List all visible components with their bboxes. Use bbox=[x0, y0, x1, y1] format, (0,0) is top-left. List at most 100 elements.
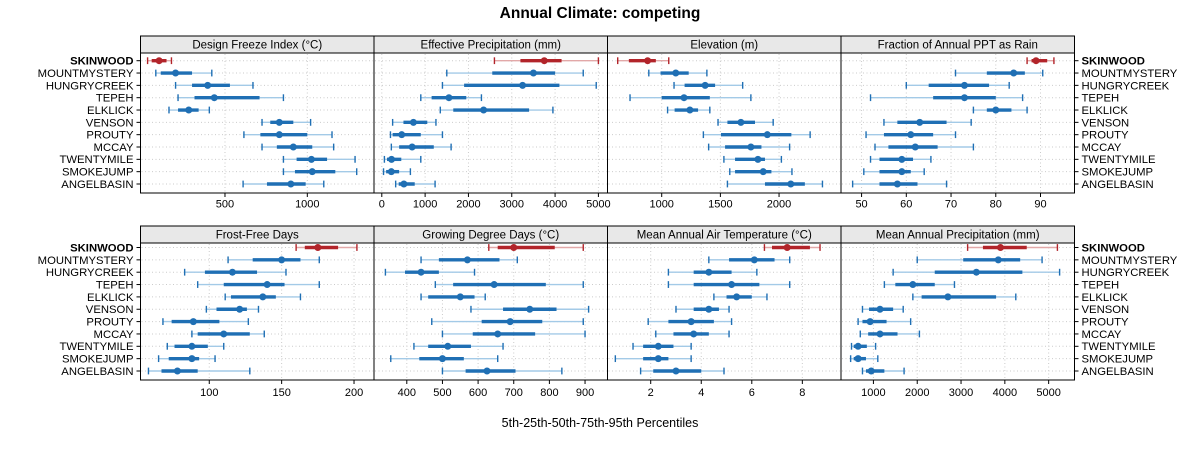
series-hungrycreek bbox=[183, 268, 287, 276]
median-dot bbox=[308, 168, 316, 176]
station-label-left: ELKLICK bbox=[87, 292, 134, 304]
x-tick-label: 800 bbox=[540, 387, 558, 399]
median-dot bbox=[960, 81, 968, 89]
station-label-left: VENSON bbox=[86, 304, 134, 316]
series-angelbasin bbox=[441, 367, 563, 375]
series-mountmystery bbox=[227, 256, 320, 264]
median-dot bbox=[275, 118, 283, 126]
series-smokejump bbox=[382, 168, 412, 176]
median-dot bbox=[400, 180, 408, 188]
median-dot bbox=[275, 131, 283, 139]
series-hungrycreek bbox=[174, 81, 254, 89]
median-dot bbox=[992, 106, 1000, 114]
median-dot bbox=[687, 318, 695, 326]
x-tick-label: 5000 bbox=[586, 199, 610, 211]
station-label-right: ANGELBASIN bbox=[1082, 179, 1154, 191]
chart-title: Annual Climate: competing bbox=[499, 5, 701, 22]
median-dot bbox=[680, 94, 688, 102]
series-elklick bbox=[713, 293, 768, 301]
panel-header-label: Elevation (m) bbox=[690, 40, 758, 52]
median-dot bbox=[787, 180, 795, 188]
station-label-left: ELKLICK bbox=[87, 105, 134, 117]
x-tick-label: 3000 bbox=[500, 199, 524, 211]
panel-header-label: Mean Annual Precipitation (mm) bbox=[876, 230, 1040, 242]
x-tick-label: 4000 bbox=[543, 199, 567, 211]
median-dot bbox=[759, 168, 767, 176]
median-dot bbox=[409, 118, 417, 126]
station-label-left: TEPEH bbox=[96, 93, 134, 105]
panel-elevation-m: 1000 1500 2000 Elevation (m) bbox=[607, 35, 842, 211]
station-label-left: MOUNTMYSTERY bbox=[38, 68, 134, 80]
series-mountmystery bbox=[954, 69, 1044, 77]
panel-frost-free-days: 100 150 200 Frost-Free Days bbox=[140, 225, 375, 399]
median-dot bbox=[236, 305, 244, 313]
median-dot bbox=[483, 367, 491, 375]
x-tick-label: 4000 bbox=[993, 387, 1017, 399]
station-label-right: TEPEH bbox=[1082, 93, 1120, 105]
median-dot bbox=[672, 69, 680, 77]
median-dot bbox=[705, 305, 713, 313]
median-dot bbox=[287, 180, 295, 188]
median-dot bbox=[996, 244, 1004, 251]
median-dot bbox=[463, 256, 471, 264]
x-tick-label: 900 bbox=[576, 387, 594, 399]
series-skinwood bbox=[493, 57, 600, 65]
x-tick-label: 60 bbox=[900, 199, 912, 211]
series-venson bbox=[883, 118, 972, 126]
series-venson bbox=[861, 305, 904, 313]
series-smokejump bbox=[282, 168, 358, 176]
x-tick-label: 1000 bbox=[861, 387, 885, 399]
series-elklick bbox=[420, 293, 486, 301]
series-smokejump bbox=[157, 355, 216, 363]
x-tick-label: 2 bbox=[648, 387, 654, 399]
median-dot bbox=[456, 293, 464, 301]
median-dot bbox=[994, 256, 1002, 264]
median-dot bbox=[705, 268, 713, 276]
series-angelbasin bbox=[242, 180, 325, 188]
median-dot bbox=[204, 81, 212, 89]
station-label-left: MOUNTMYSTERY bbox=[38, 255, 134, 267]
median-dot bbox=[854, 355, 862, 363]
median-dot bbox=[519, 81, 527, 89]
panel-design-freeze-index-c: 500 1000 Design Freeze Index (°C) bbox=[140, 35, 375, 211]
series-angelbasin bbox=[851, 180, 948, 188]
station-label-left: PROUTY bbox=[86, 317, 134, 329]
median-dot bbox=[445, 94, 453, 102]
series-skinwood bbox=[146, 57, 173, 65]
series-mccay bbox=[874, 143, 975, 151]
series-angelbasin bbox=[726, 180, 824, 188]
series-hungrycreek bbox=[905, 81, 1010, 89]
x-tick-label: 90 bbox=[1034, 199, 1046, 211]
median-dot bbox=[690, 330, 698, 338]
station-label-left: SMOKEJUMP bbox=[62, 354, 134, 366]
series-elklick bbox=[168, 106, 211, 114]
station-label-left: PROUTY bbox=[86, 130, 134, 142]
series-prouty bbox=[243, 131, 333, 139]
series-smokejump bbox=[849, 355, 879, 363]
series-twentymile bbox=[413, 342, 504, 350]
panel-header-label: Design Freeze Index (°C) bbox=[192, 40, 322, 52]
median-dot bbox=[898, 168, 906, 176]
median-dot bbox=[188, 342, 196, 350]
x-tick-label: 6 bbox=[749, 387, 755, 399]
median-dot bbox=[644, 57, 652, 65]
median-dot bbox=[701, 81, 709, 89]
series-mountmystery bbox=[446, 69, 584, 77]
series-prouty bbox=[389, 131, 444, 139]
series-tepeh bbox=[883, 281, 956, 289]
median-dot bbox=[220, 330, 228, 338]
series-hungrycreek bbox=[673, 81, 744, 89]
series-angelbasin bbox=[394, 180, 436, 188]
panel-mean-annual-air-temperature-c: 2 4 6 8 Mean Annual Air Temperature (°C) bbox=[607, 225, 842, 399]
station-label-left: ANGELBASIN bbox=[61, 366, 133, 378]
median-dot bbox=[866, 318, 874, 326]
x-tick-label: 1500 bbox=[708, 199, 732, 211]
station-label-left: ANGELBASIN bbox=[61, 179, 133, 191]
median-dot bbox=[898, 155, 906, 163]
median-dot bbox=[210, 94, 218, 102]
series-smokejump bbox=[390, 355, 499, 363]
median-dot bbox=[388, 155, 396, 163]
series-mountmystery bbox=[708, 256, 791, 264]
